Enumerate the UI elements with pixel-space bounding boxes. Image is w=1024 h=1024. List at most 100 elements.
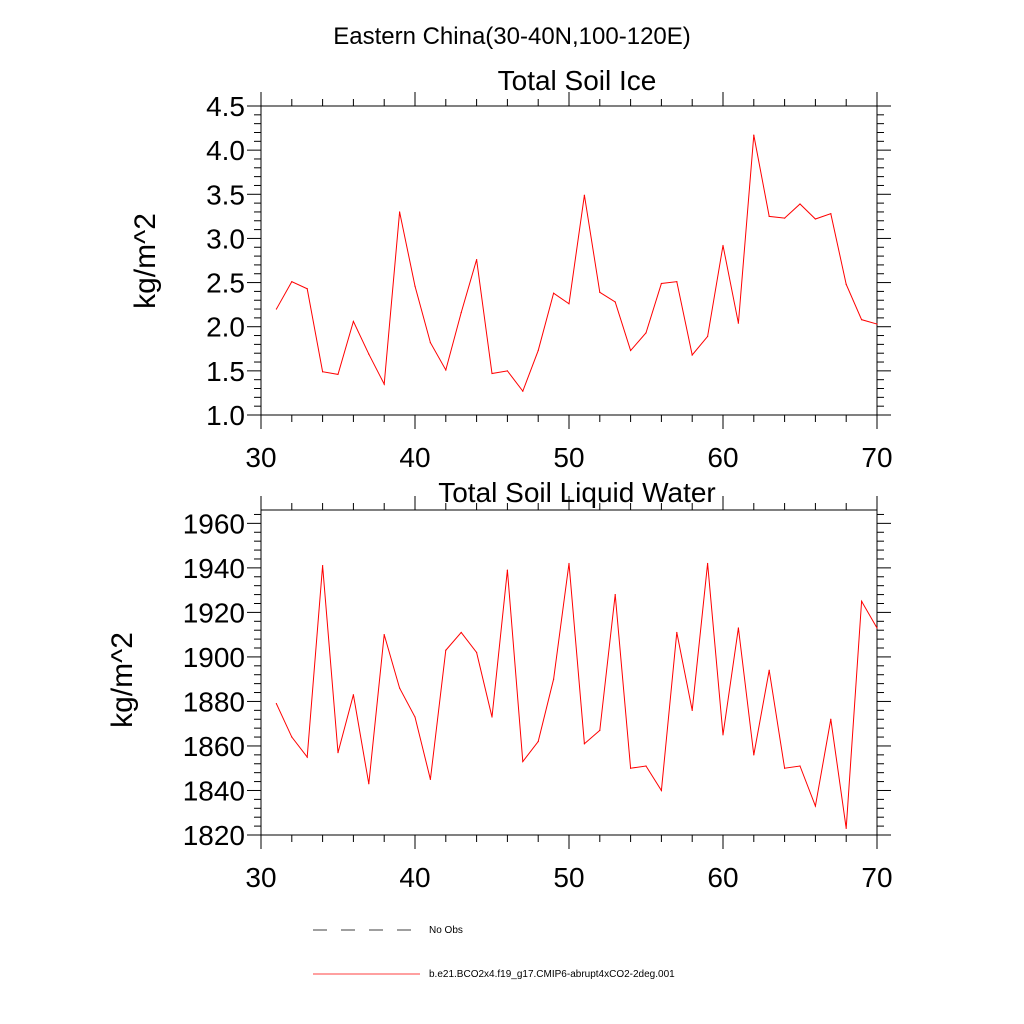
chart-0-plot-frame bbox=[260, 105, 878, 416]
chart-0-data-point bbox=[522, 390, 524, 392]
chart-0-data-point bbox=[583, 194, 586, 196]
chart-1-data-point bbox=[799, 765, 801, 767]
chart-1-x-tick-label: 60 bbox=[707, 862, 738, 893]
chart-0-x-tick-label: 30 bbox=[245, 442, 276, 473]
chart-1-data-point bbox=[460, 631, 462, 634]
chart-1-y-tick-label: 1900 bbox=[183, 642, 245, 673]
chart-1-data-point bbox=[737, 627, 740, 629]
chart-1-y-tick-label: 1820 bbox=[183, 820, 245, 851]
chart-0-data-point bbox=[445, 369, 447, 371]
chart-1-data-point bbox=[368, 783, 370, 785]
chart-1-data-point bbox=[830, 718, 832, 720]
chart-0-data-point bbox=[784, 217, 786, 219]
chart-1-data-point bbox=[506, 569, 508, 571]
chart-0-data-point bbox=[722, 244, 724, 247]
chart-1-data-point bbox=[476, 651, 478, 654]
chart-0-data-point bbox=[352, 320, 354, 323]
chart-0-data-point bbox=[861, 319, 863, 321]
chart-1-data-point bbox=[337, 752, 339, 754]
chart-0-data-point bbox=[645, 332, 647, 334]
chart-0-data-point bbox=[753, 134, 755, 136]
chart-0-data-point bbox=[291, 281, 293, 283]
chart-0-series-line bbox=[275, 135, 878, 393]
chart-0-data-point bbox=[599, 291, 601, 293]
chart-1-data-point bbox=[768, 669, 770, 671]
chart-1-data-point bbox=[691, 709, 693, 711]
chart-1-data-point bbox=[614, 593, 616, 596]
chart-1-series-line bbox=[275, 563, 878, 829]
chart-0-data-point bbox=[768, 215, 770, 217]
chart-1-data-point bbox=[414, 716, 416, 718]
chart-1-y-tick-label: 1920 bbox=[183, 597, 245, 628]
chart-1-data-point bbox=[522, 760, 524, 763]
chart-0-x-tick-label: 70 bbox=[861, 442, 892, 473]
chart-1-data-point bbox=[599, 729, 601, 731]
chart-1-data-point bbox=[322, 565, 324, 567]
chart-1-data-point bbox=[537, 740, 539, 743]
chart-0-data-point bbox=[399, 211, 401, 213]
chart-1-data-point bbox=[753, 754, 755, 756]
chart-0-data-point bbox=[691, 354, 693, 356]
chart-1-data-point bbox=[445, 649, 447, 651]
figure-title: Eastern China(30-40N,100-120E) bbox=[333, 23, 691, 50]
chart-0-x-tick-label: 50 bbox=[553, 442, 584, 473]
chart-0-data-point bbox=[799, 203, 801, 205]
chart-1-data-point bbox=[876, 627, 878, 629]
chart-0-data-point bbox=[614, 301, 616, 303]
chart-1-y-tick-label: 1860 bbox=[183, 731, 245, 762]
legend: No Obs b.e21.BCO2x4.f19_g17.CMIP6-abrupt… bbox=[313, 925, 675, 980]
chart-1-data-point bbox=[784, 767, 786, 769]
chart-0-data-point bbox=[676, 281, 678, 283]
chart-0-y-axis-label: kg/m^2 bbox=[129, 213, 162, 309]
chart-0-data-point bbox=[660, 282, 663, 285]
chart-1-data-point bbox=[676, 631, 678, 634]
chart-0-y-tick-label: 1.0 bbox=[206, 400, 245, 431]
chart-1-y-axis-label: kg/m^2 bbox=[106, 632, 139, 728]
chart-0-data-point bbox=[491, 372, 493, 375]
chart-0-data-point bbox=[876, 323, 878, 325]
chart-0-data-point bbox=[568, 303, 570, 305]
chart-0-data-point bbox=[337, 373, 339, 375]
chart-0-data-point bbox=[414, 285, 416, 287]
chart-1-data-point bbox=[306, 756, 308, 758]
chart-0-data-point bbox=[383, 383, 385, 385]
chart-1-data-point bbox=[568, 562, 570, 565]
chart-0-y-tick-label: 3.0 bbox=[206, 223, 245, 254]
chart-0-data-point bbox=[814, 218, 817, 220]
chart-0-data-point bbox=[322, 371, 324, 373]
chart-0-data-point bbox=[553, 292, 555, 294]
chart-0-y-tick-label: 4.5 bbox=[206, 91, 245, 122]
legend-obs-label: No Obs bbox=[429, 925, 463, 936]
chart-1-data-point bbox=[553, 678, 555, 680]
chart-1-data-point bbox=[429, 778, 431, 780]
panel-total-soil-ice: Total Soil Ice 30 40 50 60 70 1.0 1.5 2.0 2.5 3.0 3… bbox=[129, 65, 893, 473]
chart-0-y-tick-label: 4.0 bbox=[206, 135, 245, 166]
chart-1-y-tick-label: 1960 bbox=[183, 508, 245, 539]
chart-0-y-tick-label: 2.0 bbox=[206, 312, 245, 343]
chart-1-data-point bbox=[707, 562, 709, 565]
chart-1-data-point bbox=[399, 687, 401, 689]
legend-model-label: b.e21.BCO2x4.f19_g17.CMIP6-abrupt4xCO2-2… bbox=[429, 969, 675, 980]
chart-1-data-point bbox=[814, 805, 817, 807]
chart-1-data-point bbox=[352, 694, 354, 696]
chart-0-data-point bbox=[506, 370, 508, 372]
chart-0-y-tick-label: 1.5 bbox=[206, 356, 245, 387]
chart-0-data-point bbox=[476, 259, 478, 261]
chart-1-title: Total Soil Liquid Water bbox=[438, 477, 716, 508]
chart-0-data-point bbox=[845, 283, 847, 285]
chart-0-data-point bbox=[537, 349, 539, 352]
chart-0-x-tick-label: 40 bbox=[399, 442, 430, 473]
chart-0-data-point bbox=[630, 349, 632, 352]
chart-0-title: Total Soil Ice bbox=[498, 65, 657, 96]
chart-1-data-point bbox=[861, 600, 863, 602]
chart-0-y-tick-label: 3.5 bbox=[206, 179, 245, 210]
chart-1-data-point bbox=[660, 789, 663, 792]
chart-1-data-point bbox=[491, 716, 493, 718]
chart-0-x-tick-label: 60 bbox=[707, 442, 738, 473]
chart-0-data-point bbox=[429, 342, 431, 344]
chart-1-data-point bbox=[722, 734, 724, 736]
chart-1-y-tick-label: 1880 bbox=[183, 686, 245, 717]
chart-1-x-tick-label: 30 bbox=[245, 862, 276, 893]
chart-1-data-point bbox=[383, 634, 385, 636]
chart-0-data-point bbox=[368, 353, 370, 355]
